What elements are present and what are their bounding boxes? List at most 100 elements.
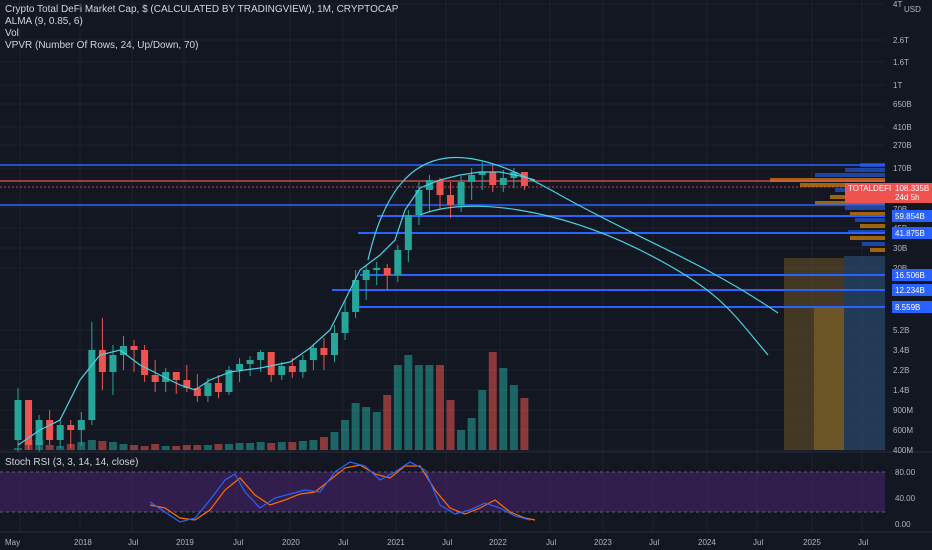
candle-body: [35, 420, 43, 445]
volume-bar: [478, 390, 487, 450]
volume-bar: [45, 445, 54, 450]
price-tick: 410B: [893, 123, 912, 132]
candle-body: [14, 400, 22, 440]
candle-body: [320, 348, 328, 355]
price-tick: 70B: [893, 205, 907, 214]
volume-bar: [203, 445, 212, 450]
price-tick: 1T: [893, 81, 902, 90]
volume-bar: [414, 365, 423, 450]
candle-body: [373, 268, 381, 270]
candle-body: [56, 425, 64, 440]
candle-body: [394, 250, 402, 275]
volume-bar: [509, 385, 518, 450]
candle-body: [162, 372, 170, 382]
candle-body: [457, 182, 465, 205]
time-tick: 2019: [176, 538, 194, 547]
volume-bars: [14, 352, 529, 450]
volume-bar: [161, 446, 170, 450]
time-tick: Jul: [546, 538, 556, 547]
volume-bar: [140, 446, 149, 450]
price-tick: 5.2B: [893, 326, 909, 335]
vpvr-row: [845, 168, 885, 172]
vpvr-row: [850, 236, 885, 240]
time-tick: Jul: [858, 538, 868, 547]
drawn-arcs[interactable]: [367, 156, 779, 356]
rsi-k-line: [149, 461, 531, 523]
price-tick: 1.4B: [893, 386, 909, 395]
volume-bar: [362, 407, 371, 450]
candle-body: [404, 215, 412, 250]
time-tick: Jul: [233, 538, 243, 547]
price-tick: 270B: [893, 141, 912, 150]
time-tick: 2021: [387, 538, 405, 547]
vpvr-bar: [844, 256, 885, 450]
volume-bar: [182, 445, 191, 450]
candle-body: [309, 348, 317, 360]
level-tag: [892, 284, 932, 296]
candle-body: [172, 372, 180, 380]
symbol-tag: TOTALDEFI: [848, 184, 891, 193]
volume-bar: [446, 400, 455, 450]
volume-bar: [151, 444, 160, 450]
price-tick: 3.4B: [893, 346, 909, 355]
rsi-tick: 40.00: [895, 494, 916, 503]
candle-body: [278, 366, 286, 375]
candle-body: [130, 346, 138, 350]
price-tick: 600M: [893, 426, 913, 435]
legend-alma[interactable]: ALMA (9, 0.85, 6): [5, 16, 83, 27]
volume-bar: [499, 368, 508, 450]
vpvr-row: [855, 218, 885, 222]
candle-body: [352, 280, 360, 312]
rsi-d-line: [149, 464, 536, 521]
candle-body: [120, 346, 127, 355]
last-price-tag: [845, 183, 932, 203]
candle-body: [88, 350, 96, 420]
volume-bar: [488, 352, 497, 450]
level-tag-text: 8.559B: [895, 303, 920, 312]
time-tick: Jul: [649, 538, 659, 547]
time-axis[interactable]: May 2018 Jul 2019 Jul 2020 Jul 2021 Jul 2022 Jul 20…: [0, 531, 932, 547]
time-tick: Jul: [753, 538, 763, 547]
legend-title[interactable]: Crypto Total DeFi Market Cap, $ (CALCULA…: [5, 4, 399, 15]
currency-label: USD: [904, 5, 921, 14]
legend-vol[interactable]: Vol: [5, 28, 19, 39]
candle-body: [214, 383, 222, 392]
volume-bar: [298, 441, 307, 450]
price-axis[interactable]: USD4T2.6T1.6T1T650B410B270B170B70B45B30B…: [893, 0, 921, 529]
volume-bar: [246, 443, 255, 450]
rsi-tick: 80.00: [895, 468, 916, 477]
candle-body: [499, 178, 507, 185]
candle-body: [425, 180, 433, 190]
time-tick: 2022: [489, 538, 507, 547]
candle-body: [257, 352, 265, 360]
candle-body: [46, 420, 54, 440]
volume-bar: [172, 446, 181, 450]
arc-curve: [419, 205, 769, 356]
arc-curve: [367, 156, 779, 314]
candle-body: [299, 360, 307, 372]
stoch-rsi-pane: [0, 451, 932, 523]
candle-body: [183, 380, 191, 388]
volume-bar: [372, 412, 381, 450]
volume-bar: [436, 365, 444, 450]
time-tick: May: [5, 538, 20, 547]
stoch-rsi-label[interactable]: Stoch RSI (3, 3, 14, 14, close): [5, 457, 139, 468]
candle-body: [331, 333, 338, 355]
candle-body: [225, 370, 233, 392]
candle-body: [151, 375, 159, 382]
time-tick: 2023: [594, 538, 612, 547]
candle-body: [447, 195, 455, 205]
candle-body: [67, 425, 75, 430]
volume-bar: [108, 442, 117, 450]
candle-body: [193, 388, 201, 396]
volume-bar: [319, 437, 328, 450]
volume-bar: [87, 440, 96, 450]
candle-body: [341, 312, 349, 333]
price-tick: 30B: [893, 244, 907, 253]
legend-vpvr[interactable]: VPVR (Number Of Rows, 24, Up/Down, 70): [5, 40, 199, 51]
volume-bar: [383, 395, 392, 450]
candle-body: [383, 268, 391, 275]
level-tag-text: 12.234B: [895, 286, 925, 295]
